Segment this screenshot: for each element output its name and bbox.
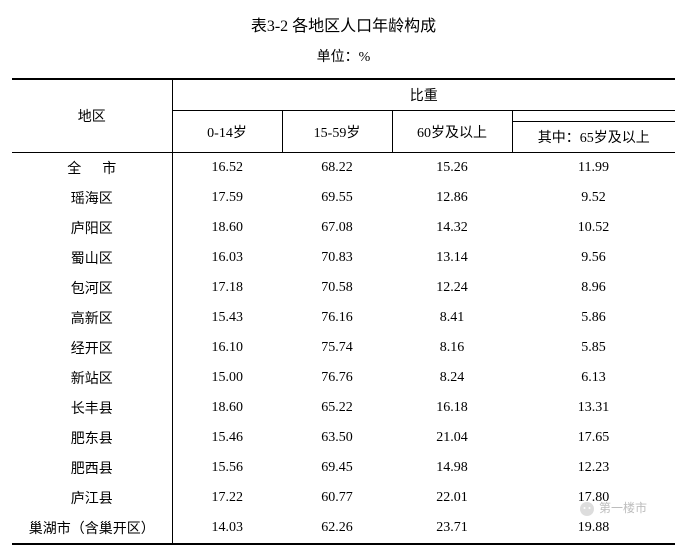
cell-age-15-59: 62.26 [282, 513, 392, 544]
total-age-65-plus: 11.99 [512, 153, 675, 184]
table-row: 瑶海区17.5969.5512.869.52 [12, 183, 675, 213]
table-title: 表3-2 各地区人口年龄构成 [12, 12, 675, 36]
cell-age-60-plus: 14.32 [392, 213, 512, 243]
region-cell: 包河区 [12, 273, 172, 303]
header-age-65-spacer [512, 111, 675, 122]
page-root: 表3-2 各地区人口年龄构成 单位：% 地区 比重 0-14岁 15-59岁 6… [12, 12, 675, 545]
table-row: 庐江县17.2260.7722.0117.80 [12, 483, 675, 513]
cell-age-60-plus: 8.24 [392, 363, 512, 393]
table-row: 蜀山区16.0370.8313.149.56 [12, 243, 675, 273]
table-row: 肥东县15.4663.5021.0417.65 [12, 423, 675, 453]
header-age-65-plus: 其中：65岁及以上 [512, 122, 675, 153]
table-row: 高新区15.4376.168.415.86 [12, 303, 675, 333]
cell-age-15-59: 76.16 [282, 303, 392, 333]
region-cell: 长丰县 [12, 393, 172, 423]
cell-age-60-plus: 21.04 [392, 423, 512, 453]
cell-age-0-14: 14.03 [172, 513, 282, 544]
table-row: 巢湖市（含巢开区）14.0362.2623.7119.88 [12, 513, 675, 544]
cell-age-65-plus: 6.13 [512, 363, 675, 393]
cell-age-60-plus: 22.01 [392, 483, 512, 513]
region-cell: 蜀山区 [12, 243, 172, 273]
cell-age-0-14: 15.46 [172, 423, 282, 453]
cell-age-0-14: 15.43 [172, 303, 282, 333]
table-unit: 单位：% [12, 46, 675, 66]
cell-age-15-59: 65.22 [282, 393, 392, 423]
cell-age-15-59: 60.77 [282, 483, 392, 513]
cell-age-15-59: 70.58 [282, 273, 392, 303]
cell-age-60-plus: 13.14 [392, 243, 512, 273]
total-region-cell: 全市 [12, 153, 172, 184]
cell-age-15-59: 69.45 [282, 453, 392, 483]
cell-age-60-plus: 8.16 [392, 333, 512, 363]
cell-age-0-14: 16.10 [172, 333, 282, 363]
cell-age-0-14: 17.22 [172, 483, 282, 513]
cell-age-0-14: 18.60 [172, 213, 282, 243]
header-region: 地区 [12, 79, 172, 153]
table-body: 全市 16.52 68.22 15.26 11.99 瑶海区17.5969.55… [12, 153, 675, 545]
cell-age-65-plus: 17.65 [512, 423, 675, 453]
table-row: 包河区17.1870.5812.248.96 [12, 273, 675, 303]
region-cell: 经开区 [12, 333, 172, 363]
region-cell: 瑶海区 [12, 183, 172, 213]
cell-age-65-plus: 10.52 [512, 213, 675, 243]
region-cell: 肥西县 [12, 453, 172, 483]
table-row: 肥西县15.5669.4514.9812.23 [12, 453, 675, 483]
header-age-15-59: 15-59岁 [282, 111, 392, 153]
cell-age-60-plus: 14.98 [392, 453, 512, 483]
total-age-15-59: 68.22 [282, 153, 392, 184]
cell-age-65-plus: 8.96 [512, 273, 675, 303]
cell-age-0-14: 18.60 [172, 393, 282, 423]
table-row: 庐阳区18.6067.0814.3210.52 [12, 213, 675, 243]
total-row: 全市 16.52 68.22 15.26 11.99 [12, 153, 675, 184]
cell-age-0-14: 16.03 [172, 243, 282, 273]
region-cell: 庐江县 [12, 483, 172, 513]
header-age-60-plus: 60岁及以上 [392, 111, 512, 153]
cell-age-15-59: 70.83 [282, 243, 392, 273]
cell-age-60-plus: 12.86 [392, 183, 512, 213]
cell-age-65-plus: 13.31 [512, 393, 675, 423]
table-header: 地区 比重 0-14岁 15-59岁 60岁及以上 其中：65岁及以上 [12, 79, 675, 153]
cell-age-65-plus: 12.23 [512, 453, 675, 483]
cell-age-65-plus: 9.56 [512, 243, 675, 273]
cell-age-60-plus: 23.71 [392, 513, 512, 544]
cell-age-65-plus: 19.88 [512, 513, 675, 544]
total-age-0-14: 16.52 [172, 153, 282, 184]
cell-age-0-14: 17.59 [172, 183, 282, 213]
total-age-60-plus: 15.26 [392, 153, 512, 184]
region-cell: 新站区 [12, 363, 172, 393]
cell-age-65-plus: 5.85 [512, 333, 675, 363]
cell-age-0-14: 15.00 [172, 363, 282, 393]
cell-age-0-14: 17.18 [172, 273, 282, 303]
table-row: 经开区16.1075.748.165.85 [12, 333, 675, 363]
cell-age-60-plus: 8.41 [392, 303, 512, 333]
total-region-label: 全市 [46, 162, 137, 177]
cell-age-65-plus: 17.80 [512, 483, 675, 513]
cell-age-0-14: 15.56 [172, 453, 282, 483]
header-proportion: 比重 [172, 79, 675, 111]
cell-age-65-plus: 9.52 [512, 183, 675, 213]
cell-age-15-59: 76.76 [282, 363, 392, 393]
region-cell: 高新区 [12, 303, 172, 333]
age-composition-table: 地区 比重 0-14岁 15-59岁 60岁及以上 其中：65岁及以上 全市 1… [12, 78, 675, 545]
cell-age-60-plus: 12.24 [392, 273, 512, 303]
cell-age-60-plus: 16.18 [392, 393, 512, 423]
cell-age-15-59: 69.55 [282, 183, 392, 213]
cell-age-15-59: 75.74 [282, 333, 392, 363]
header-age-0-14: 0-14岁 [172, 111, 282, 153]
table-row: 新站区15.0076.768.246.13 [12, 363, 675, 393]
region-cell: 巢湖市（含巢开区） [12, 513, 172, 544]
cell-age-15-59: 63.50 [282, 423, 392, 453]
cell-age-15-59: 67.08 [282, 213, 392, 243]
region-cell: 庐阳区 [12, 213, 172, 243]
table-row: 长丰县18.6065.2216.1813.31 [12, 393, 675, 423]
region-cell: 肥东县 [12, 423, 172, 453]
cell-age-65-plus: 5.86 [512, 303, 675, 333]
